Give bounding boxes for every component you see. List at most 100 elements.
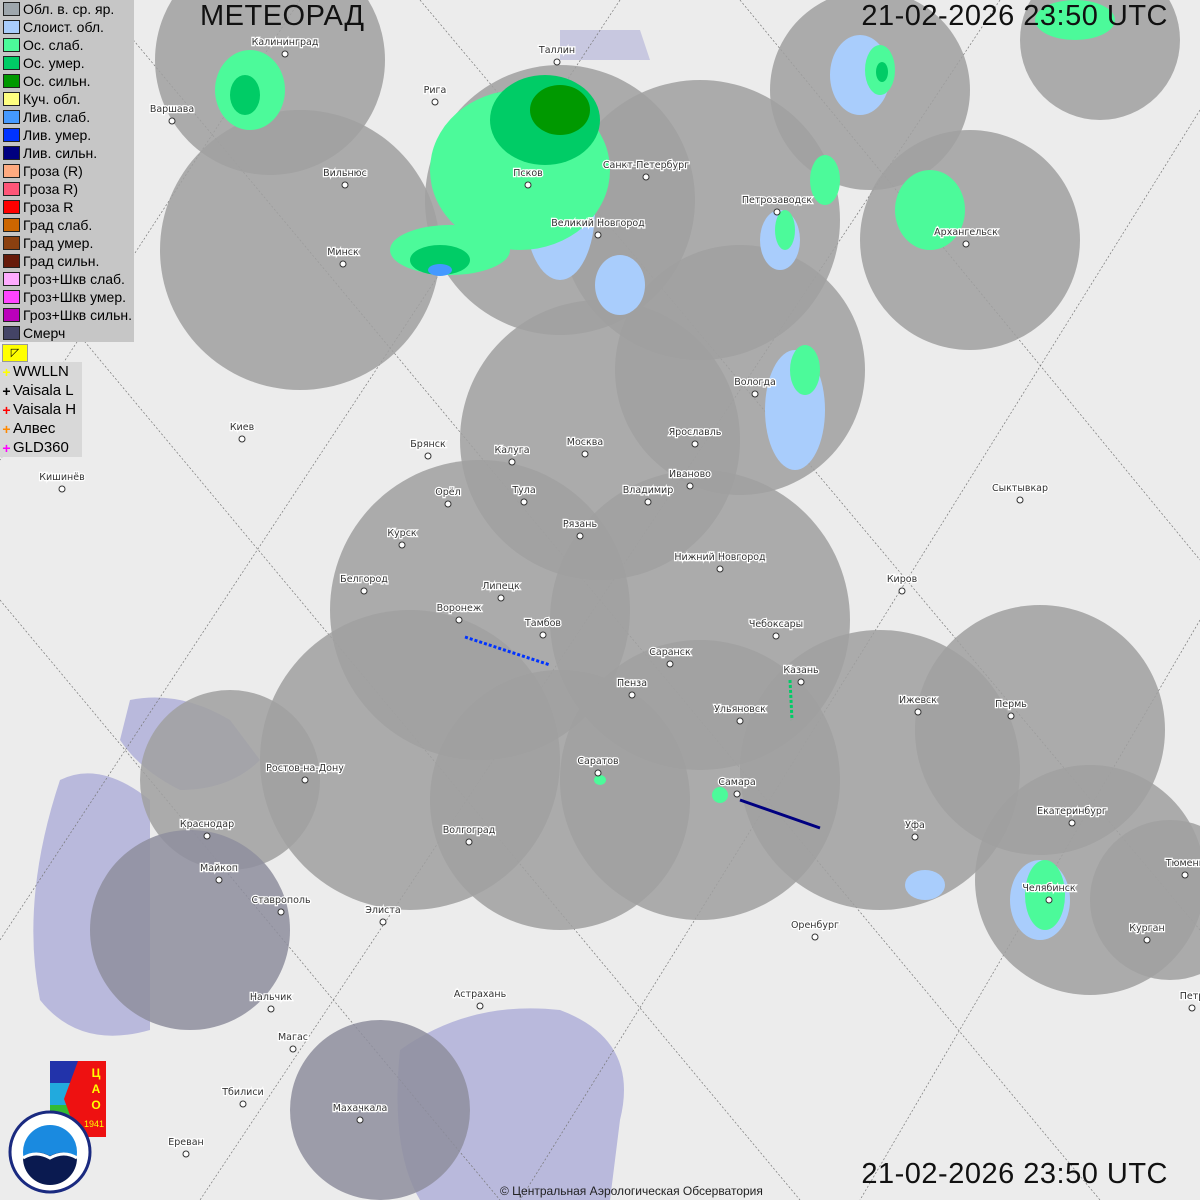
city-dot-icon — [1045, 896, 1053, 904]
city-label: Курск — [387, 528, 417, 539]
legend-swatch — [3, 128, 20, 142]
lightning-network-item[interactable]: + Алвес — [0, 419, 82, 438]
city-dot-icon — [277, 908, 285, 916]
city-dot-icon — [289, 1045, 297, 1053]
city-label: Ижевск — [899, 695, 937, 706]
city-marker: Пермь — [994, 698, 1029, 720]
legend-item: Гроза R) — [0, 180, 134, 198]
city-dot-icon — [1016, 496, 1024, 504]
legend-swatch — [3, 182, 20, 196]
city-marker: Петр — [1178, 990, 1200, 1012]
city-marker: Казань — [782, 664, 820, 686]
precipitation-echoes — [215, 0, 1115, 940]
city-label: Тула — [511, 485, 535, 496]
city-label: Пермь — [995, 699, 1027, 710]
legend-label: Гроза R) — [23, 181, 79, 197]
city-label: Таллин — [538, 45, 575, 56]
city-label: Кишинёв — [39, 472, 85, 483]
city-dot-icon — [898, 587, 906, 595]
legend: Обл. в. ср. яр. Слоист. обл. Ос. слаб. Ос. … — [0, 0, 134, 342]
lightning-network-label: Алвес — [13, 420, 56, 437]
city-label: Ульяновск — [714, 704, 766, 715]
legend-item: Ос. слаб. — [0, 36, 134, 54]
city-marker: Сыктывкар — [991, 482, 1049, 504]
legend-label: Лив. сильн. — [23, 145, 98, 161]
city-label: Пенза — [617, 678, 647, 689]
lightning-legend: + WWLLN + Vaisala L + Vaisala H + Алвес + GLD360 — [0, 362, 82, 457]
city-dot-icon — [914, 708, 922, 716]
lightning-network-label: GLD360 — [13, 439, 69, 456]
city-dot-icon — [360, 587, 368, 595]
city-dot-icon — [182, 1150, 190, 1158]
city-label: Рязань — [563, 519, 598, 530]
city-label: Орёл — [435, 487, 460, 498]
city-marker: Брянск — [409, 438, 447, 460]
city-marker: Краснодар — [179, 818, 235, 840]
city-marker: Саратов — [576, 755, 620, 777]
legend-swatch — [3, 290, 20, 304]
city-label: Архангельск — [934, 227, 998, 238]
echo-cell — [595, 255, 645, 315]
city-marker: Уфа — [904, 819, 926, 841]
city-label: Калининград — [252, 37, 319, 48]
city-marker: Таллин — [537, 44, 576, 66]
city-label: Курган — [1129, 923, 1164, 934]
radar-coverage-circle — [90, 830, 290, 1030]
city-dot-icon — [239, 1100, 247, 1108]
city-labels: Калининград Таллин Рига Варшава Вильнюс Псков… — [38, 36, 1200, 1158]
city-label: Москва — [567, 437, 603, 448]
city-marker: Пенза — [616, 677, 648, 699]
legend-swatch — [3, 326, 20, 340]
legend-item: Лив. умер. — [0, 126, 134, 144]
cross-icon: + — [2, 439, 11, 456]
echo-cell — [895, 170, 965, 250]
city-marker: Астрахань — [453, 988, 508, 1010]
legend-label: Град умер. — [23, 235, 94, 251]
city-marker: Тюмень — [1163, 857, 1200, 879]
city-label: Челябинск — [1022, 883, 1076, 894]
legend-item: Гроз+Шкв сильн. — [0, 306, 134, 324]
city-label: Калуга — [494, 445, 529, 456]
city-dot-icon — [168, 117, 176, 125]
legend-item: Гроз+Шкв слаб. — [0, 270, 134, 288]
echo-cell — [1035, 0, 1115, 40]
city-label: Киев — [230, 422, 255, 433]
legend-swatch — [3, 164, 20, 178]
legend-label: Куч. обл. — [23, 91, 81, 107]
lightning-network-item[interactable]: + Vaisala L — [0, 381, 82, 400]
city-dot-icon — [691, 440, 699, 448]
city-marker: Вологда — [733, 376, 777, 398]
city-marker: Санкт-Петербург — [602, 159, 690, 181]
timestamp-top: 21-02-2026 23:50 UTC — [861, 0, 1168, 32]
echo-cell — [594, 775, 606, 785]
cross-icon: + — [2, 420, 11, 437]
cross-icon: + — [2, 401, 11, 418]
city-marker: Волгоград — [441, 824, 497, 846]
city-label: Нижний Новгород — [674, 552, 766, 563]
cross-icon: + — [2, 382, 11, 399]
city-dot-icon — [1068, 819, 1076, 827]
city-marker: Рязань — [562, 518, 599, 540]
echo-cell — [530, 85, 590, 135]
lightning-toggle-button[interactable]: ◸ — [2, 344, 28, 362]
city-dot-icon — [58, 485, 66, 493]
legend-swatch — [3, 146, 20, 160]
legend-label: Гроз+Шкв слаб. — [23, 271, 125, 287]
city-dot-icon — [642, 173, 650, 181]
echo-cell — [790, 345, 820, 395]
lightning-network-item[interactable]: + Vaisala H — [0, 400, 82, 419]
city-dot-icon — [356, 1116, 364, 1124]
lightning-network-item[interactable]: + WWLLN — [0, 362, 82, 381]
city-marker: Ульяновск — [713, 703, 767, 725]
city-marker: Великий Новгород — [550, 217, 646, 239]
city-dot-icon — [962, 240, 970, 248]
city-dot-icon — [398, 541, 406, 549]
lightning-network-label: Vaisala H — [13, 401, 77, 418]
city-dot-icon — [379, 918, 387, 926]
lightning-network-item[interactable]: + GLD360 — [0, 438, 82, 457]
city-marker: Магас — [277, 1031, 309, 1053]
echo-cell — [1025, 860, 1065, 930]
city-dot-icon — [508, 458, 516, 466]
city-marker: Калининград — [250, 36, 320, 58]
